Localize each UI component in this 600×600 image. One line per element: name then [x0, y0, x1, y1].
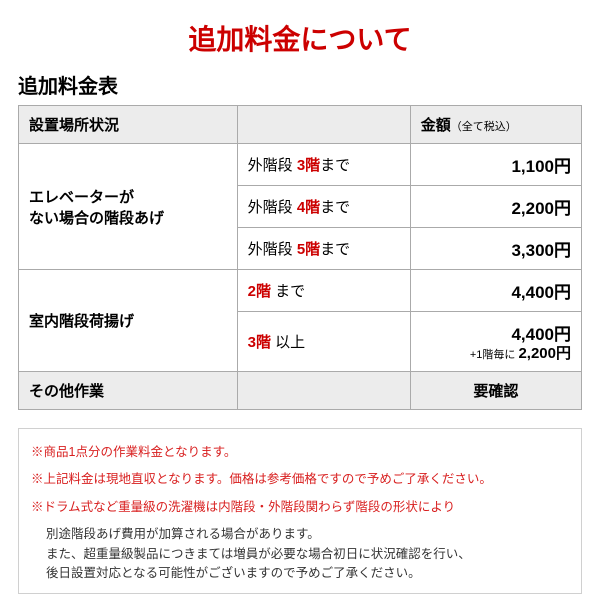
condition-cell: 外階段 5階まで [237, 228, 410, 270]
header-empty [237, 106, 410, 144]
condition-cell: 2階 まで [237, 270, 410, 312]
amount-cell: 4,400円 +1階毎に 2,200円 [410, 312, 581, 372]
sub-title: 追加料金表 [18, 70, 582, 99]
note-sub-line: また、超重量級製品につきまては増員が必要な場合初日に状況確認を行い、 [46, 545, 569, 564]
group2-label: 室内階段荷揚げ [19, 270, 238, 372]
table-row: エレベーターが ない場合の階段あげ 外階段 3階まで 1,100円 [19, 144, 582, 186]
header-location: 設置場所状況 [19, 106, 238, 144]
condition-cell: 外階段 3階まで [237, 144, 410, 186]
floor-red: 4階 [297, 199, 320, 216]
table-header-row: 設置場所状況 金額（全て税込） [19, 106, 582, 144]
fee-table: 設置場所状況 金額（全て税込） エレベーターが ない場合の階段あげ 外階段 3階… [18, 105, 582, 410]
note-line: ※ドラム式など重量級の洗濯機は内階段・外階段関わらず階段の形状により [31, 498, 569, 517]
confirm-cell: 要確認 [410, 372, 581, 410]
group3-label: その他作業 [19, 372, 238, 410]
amount-cell: 1,100円 [410, 144, 581, 186]
table-row: その他作業 要確認 [19, 372, 582, 410]
note-line: ※商品1点分の作業料金となります。 [31, 443, 569, 462]
amount-cell: 3,300円 [410, 228, 581, 270]
header-amount: 金額（全て税込） [410, 106, 581, 144]
floor-red: 3階 [248, 334, 271, 351]
floor-red: 2階 [248, 283, 271, 300]
amount-cell: 2,200円 [410, 186, 581, 228]
group1-label: エレベーターが ない場合の階段あげ [19, 144, 238, 270]
floor-red: 3階 [297, 157, 320, 174]
table-row: 室内階段荷揚げ 2階 まで 4,400円 [19, 270, 582, 312]
note-sub-line: 別途階段あげ費用が加算される場合があります。 [46, 525, 569, 544]
main-title: 追加料金について [18, 18, 582, 58]
condition-cell: 3階 以上 [237, 312, 410, 372]
notes-box: ※商品1点分の作業料金となります。 ※上記料金は現地直収となります。価格は参考価… [18, 428, 582, 594]
floor-red: 5階 [297, 241, 320, 258]
amount-cell: 4,400円 [410, 270, 581, 312]
note-line: ※上記料金は現地直収となります。価格は参考価格ですので予めご了承ください。 [31, 470, 569, 489]
note-sub-line: 後日設置対応となる可能性がございますので予めご了承ください。 [46, 564, 569, 583]
empty-cell [237, 372, 410, 410]
condition-cell: 外階段 4階まで [237, 186, 410, 228]
